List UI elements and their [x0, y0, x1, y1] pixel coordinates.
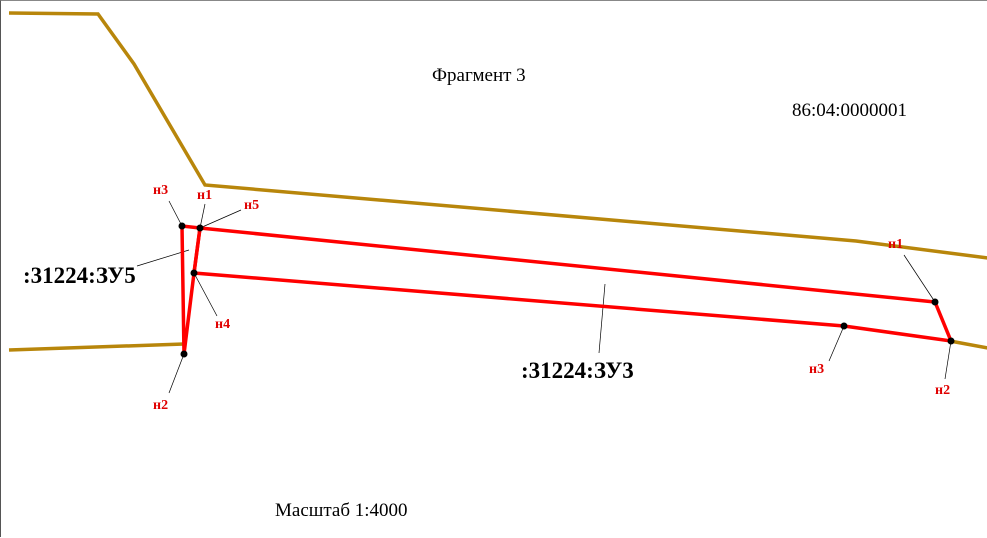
point-label-zu3-n3: н3 [809, 362, 825, 377]
point-label-zu5-n5: н5 [244, 198, 260, 213]
quarter-number: 86:04:0000001 [792, 100, 908, 121]
leader-zu5-n2 [168, 353, 185, 394]
leader-zu5-n1 [199, 203, 206, 229]
leader-zu3-n3 [828, 325, 845, 362]
point-label-zu5-n2: н2 [153, 398, 169, 413]
point-label-zu5-n3: н3 [153, 183, 169, 198]
leader-zu5-n3 [168, 200, 183, 227]
leader-zu5-n4 [193, 272, 218, 317]
boundary-line-lower [8, 342, 185, 352]
point-zu5-n2 [180, 350, 188, 358]
boundary-line-upper [8, 11, 987, 260]
leader-lines [136, 200, 952, 394]
scale-label: Масштаб 1:4000 [275, 500, 408, 521]
boundary-line-right-end [949, 339, 987, 350]
point-label-zu5-n4: н4 [215, 317, 231, 332]
point-zu3-n3 [840, 322, 848, 330]
point-zu5-n1 [196, 224, 204, 232]
point-zu3-n2 [947, 337, 955, 345]
parcel-zu3-outline [192, 226, 954, 344]
leader-zu3-n2 [944, 340, 952, 380]
point-zu3-n1 [931, 298, 939, 306]
fragment-title: Фрагмент 3 [432, 65, 526, 86]
leader-zu3 [598, 283, 606, 354]
turning-points [178, 222, 955, 358]
point-label-zu5-n1: н1 [197, 188, 213, 203]
leader-zu5 [136, 249, 190, 267]
parcel-label-zu3: :31224:ЗУ3 [521, 358, 634, 383]
point-label-zu3-n1: н1 [888, 237, 904, 252]
parcel-label-zu5: :31224:ЗУ5 [23, 263, 136, 288]
leader-zu5-n5 [199, 209, 242, 229]
point-label-zu3-n2: н2 [935, 383, 951, 398]
point-zu5-n3 [178, 222, 186, 230]
leader-zu3-n1 [903, 254, 936, 303]
point-zu5-n4 [190, 269, 198, 277]
